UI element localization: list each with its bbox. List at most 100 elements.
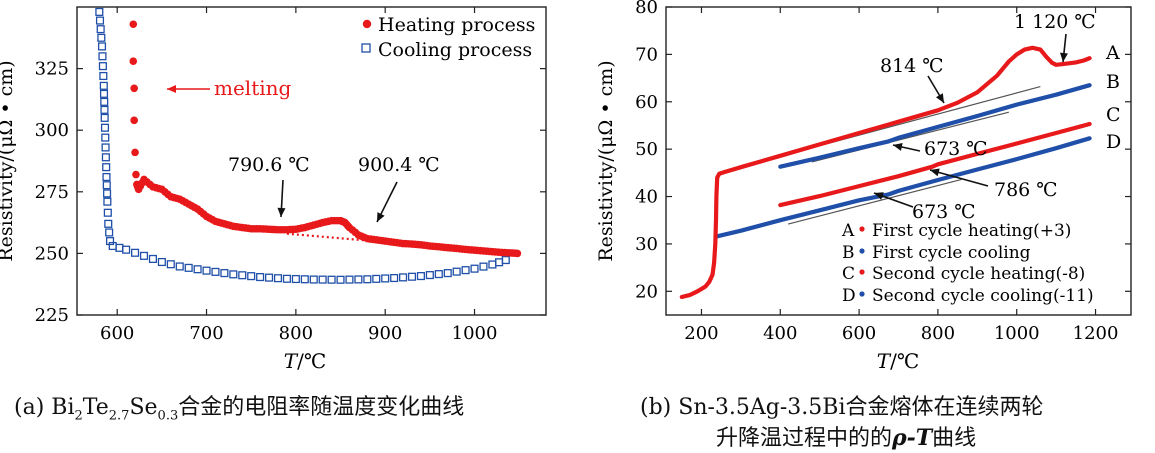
chart-a-xlabel-symbol: T — [284, 349, 299, 373]
chart-b-series-a-point — [857, 131, 861, 135]
chart-a-cooling-point — [407, 272, 417, 281]
chart-a-cooling-point — [97, 33, 106, 42]
chart-a-cooling-point — [309, 275, 318, 284]
chart-b-series-a-point — [717, 172, 721, 176]
chart-a-cooling-point — [238, 271, 247, 280]
chart-b-annotations: 1 120 ℃ 814 ℃ 673 ℃ 786 ℃ 673 ℃ — [873, 11, 1096, 223]
chart-a-cooling-point — [345, 275, 354, 284]
chart-b-series-a-point — [713, 242, 717, 246]
chart-b-series-b-point — [1088, 83, 1092, 87]
chart-b-legend-marker — [859, 226, 865, 232]
chart-a-cooling-point — [103, 189, 112, 198]
chart-b-series-a-point — [1044, 55, 1048, 59]
chart-b-series-c-point — [778, 203, 782, 207]
chart-b-series-c-point — [1088, 122, 1092, 126]
chart-b-series-d-point — [886, 193, 890, 197]
chart-a-cooling-point — [96, 25, 105, 34]
chart-b-series-a-point — [975, 90, 979, 94]
chart-b-xtick-label: 600 — [842, 323, 876, 344]
chart-a-xtick-label: 1000 — [452, 323, 498, 344]
chart-a-cooling-point — [99, 89, 109, 98]
chart-b-curve-letter-a: A — [1105, 42, 1120, 64]
chart-a-cooling-point — [247, 272, 256, 281]
chart-b-plot-frame — [665, 6, 1132, 316]
chart-a-cooling-point — [100, 113, 109, 122]
chart-b-series-a-point — [1023, 48, 1027, 52]
chart-b-legend-label: Second cycle cooling(-11) — [872, 286, 1094, 306]
chart-a-arrow-790-head — [277, 207, 286, 217]
caption-b-line2: 升降温过程中的的ρ-T曲线 — [716, 420, 976, 452]
chart-b-legend-label: First cycle cooling — [872, 243, 1031, 263]
chart-a-plot-frame — [76, 6, 547, 316]
chart-b-series-c-point — [975, 152, 979, 156]
caption-a-mid1: Te — [82, 395, 109, 420]
chart-b-series-a-point — [1030, 46, 1035, 50]
chart-a-arrow-900-head — [377, 212, 385, 222]
chart-a-cooling-point — [291, 274, 300, 284]
caption-a-sub2: 2.7 — [108, 408, 130, 424]
chart-b-series-c-point — [818, 194, 822, 198]
chart-a-ytick-label: 325 — [35, 59, 69, 80]
chart-b-reference-line — [788, 178, 962, 225]
caption-a-suffix: 合金的电阻率随温度变化曲线 — [178, 395, 465, 420]
chart-b-series-a-point — [1007, 59, 1011, 64]
chart-b-annotation-786: 786 ℃ — [994, 179, 1058, 201]
chart-a-cooling-point — [104, 219, 113, 228]
chart-b-series-b-point — [818, 156, 822, 160]
chart-b-xtick-label: 400 — [763, 323, 797, 344]
chart-b-series-d-point — [1054, 146, 1058, 150]
chart-a-cooling-point — [256, 273, 265, 282]
chart-a-cooling-point — [390, 273, 399, 283]
chart-b-reference-lines — [724, 86, 1041, 225]
chart-b-series-d-point — [936, 178, 940, 182]
chart-a-cooling-point — [102, 163, 111, 172]
legend-cooling-label: Cooling process — [378, 39, 532, 61]
chart-a-cooling-point — [98, 62, 107, 71]
chart-b-annotation-814: 814 ℃ — [880, 55, 944, 77]
chart-b-legend-label: First cycle heating(+3) — [872, 221, 1071, 241]
chart-b-xtick-label: 1000 — [994, 323, 1040, 344]
chart-b-xlabel-unit: /℃ — [890, 349, 919, 373]
chart-b-series-a-point — [896, 120, 901, 124]
chart-a-cooling-point — [101, 133, 110, 142]
chart-b-curve-letter-b: B — [1106, 71, 1120, 93]
chart-a-heating-point — [130, 84, 138, 93]
chart-b-series-a-point — [680, 295, 684, 299]
chart-b-curve-letter-c: C — [1106, 104, 1121, 126]
chart-a-cooling-point — [336, 275, 345, 284]
chart-b-curve-letter-d: D — [1106, 131, 1121, 153]
chart-b-series-a-point — [1038, 48, 1042, 52]
caption-a-mid2: Se — [129, 395, 158, 420]
chart-b-series-c-line — [778, 121, 1092, 208]
caption-b-line2-symbol: ρ-T — [892, 425, 933, 451]
chart-b-series-a-point — [715, 175, 719, 180]
chart-b-series-c-point — [857, 184, 861, 188]
chart-a-xlabel: T/℃ — [284, 349, 326, 373]
chart-b-series-d-point — [818, 208, 822, 212]
chart-b-ytick-label: 40 — [635, 187, 658, 208]
chart-a-cooling-point — [273, 274, 283, 283]
chart-b-xlabel: T/℃ — [877, 349, 919, 373]
chart-a-cooling-point — [99, 71, 108, 81]
chart-a-cooling-point — [363, 275, 372, 284]
chart-b-series-a-point — [712, 261, 716, 265]
chart-a-heating-point — [513, 249, 522, 258]
legend-cooling-marker — [361, 43, 371, 53]
chart-b-ytick-label: 30 — [635, 234, 658, 255]
chart-a-heating-point — [130, 116, 138, 125]
chart-a-cooling-point — [106, 237, 115, 246]
chart-a-cooling-point — [452, 267, 461, 276]
chart-b-series-a-point — [688, 293, 692, 297]
chart-a-cooling-point — [102, 172, 111, 182]
chart-a-cooling-point — [108, 241, 117, 251]
chart-b-arrow-673-b-head — [893, 143, 903, 151]
chart-b-legend-letter: B — [842, 243, 855, 263]
chart-b-series-a-point — [703, 284, 708, 289]
chart-a-heating-point — [129, 57, 138, 66]
chart-a-cooling-point — [416, 272, 425, 281]
chart-a-cooling-point — [495, 258, 504, 267]
chart-a-cooling-point — [103, 197, 112, 206]
chart-a-cooling-point — [434, 270, 443, 279]
